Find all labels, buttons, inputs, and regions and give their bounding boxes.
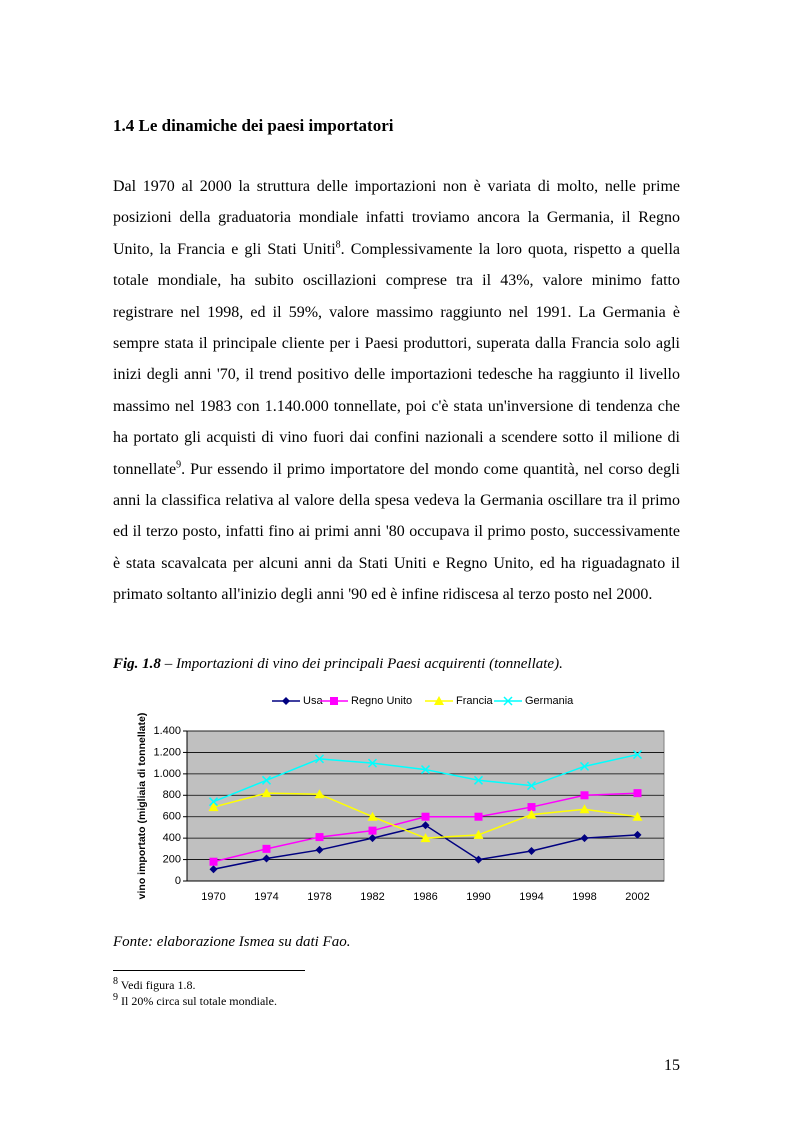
heading: 1.4 Le dinamiche dei paesi importatori	[113, 116, 394, 135]
x-tick-label: 1998	[572, 891, 596, 903]
point	[526, 781, 537, 791]
point	[473, 775, 484, 785]
footnote-number: 8	[113, 976, 118, 987]
point	[421, 821, 430, 830]
page-number: 15	[664, 1057, 680, 1074]
point	[580, 791, 589, 800]
point	[368, 834, 377, 843]
y-tick-label: 600	[163, 811, 181, 823]
legend-marker	[503, 696, 513, 706]
point	[474, 855, 483, 864]
y-tick-label: 1.400	[153, 725, 181, 737]
point	[209, 865, 218, 874]
footnote-text: Vedi figura 1.8.	[120, 978, 196, 992]
x-tick-label: 1986	[413, 891, 437, 903]
point	[527, 803, 536, 812]
caption-label: Fig. 1.8	[113, 656, 161, 672]
legend-marker	[282, 697, 290, 705]
x-tick-label: 1974	[254, 891, 278, 903]
x-tick-label: 1994	[519, 891, 543, 903]
y-tick-label: 800	[163, 789, 181, 801]
point	[579, 761, 590, 771]
footnote-number: 9	[113, 992, 118, 1003]
point	[632, 811, 643, 821]
footnote-rule	[113, 970, 305, 971]
source: Fonte: elaborazione Ismea su dati Fao.	[113, 934, 351, 950]
point	[367, 758, 378, 768]
point	[526, 809, 537, 819]
point	[580, 834, 589, 843]
chart-body: vino importato (migliaia di tonnellate) …	[136, 695, 665, 903]
legend-marker	[434, 696, 444, 705]
point	[367, 811, 378, 821]
footnote: 9 Il 20% circa sul totale mondiale.	[113, 992, 277, 1009]
point	[420, 833, 431, 843]
point	[208, 802, 219, 812]
caption-text: – Importazioni di vino dei principali Pa…	[160, 656, 563, 672]
text: . Complessivamente la loro quota, rispet…	[113, 240, 681, 478]
y-axis-label: vino importato (migliaia di tonnellate)	[136, 713, 148, 900]
point	[315, 845, 324, 854]
point	[262, 844, 271, 853]
point	[633, 830, 642, 839]
paragraph: Dal 1970 al 2000 la struttura delle impo…	[113, 171, 680, 611]
x-tick-label: 1978	[307, 891, 331, 903]
point	[209, 857, 218, 866]
figure-caption: Fig. 1.8 – Importazioni di vino dei prin…	[113, 656, 563, 673]
x-tick-label: 2002	[625, 891, 649, 903]
point	[527, 847, 536, 855]
y-tick-label: 1.000	[153, 768, 181, 780]
text: Dal 1970 al 2000 la struttura delle impo…	[113, 178, 680, 258]
text: . Pur essendo il primo importatore del m…	[113, 460, 680, 604]
point	[579, 804, 590, 814]
point	[261, 788, 272, 798]
point	[474, 812, 483, 821]
point	[261, 775, 272, 785]
point	[262, 854, 271, 863]
footnote: 8 Vedi figura 1.8.	[113, 976, 196, 993]
point	[368, 826, 377, 835]
footnote-ref: 8	[335, 239, 341, 251]
point	[420, 765, 431, 775]
y-tick-label: 400	[163, 832, 181, 844]
legend-label: Usa	[303, 695, 323, 707]
x-tick-label: 1970	[201, 891, 225, 903]
point	[632, 750, 643, 760]
footnote-ref: 9	[176, 459, 182, 471]
y-tick-label: 1.200	[153, 746, 181, 758]
point	[421, 812, 430, 821]
point	[315, 833, 324, 842]
x-tick-label: 1990	[466, 891, 490, 903]
y-tick-label: 200	[163, 853, 181, 865]
x-tick-label: 1982	[360, 891, 384, 903]
plot-area	[186, 730, 665, 882]
y-tick-label: 0	[175, 875, 181, 887]
point	[473, 829, 484, 839]
legend-label: Regno Unito	[351, 695, 412, 707]
chart: vino importato (migliaia di tonnellate) …	[136, 695, 665, 903]
point	[314, 789, 325, 799]
point	[314, 754, 325, 764]
point	[633, 789, 642, 798]
legend-label: Germania	[525, 695, 574, 707]
footnote-text: Il 20% circa sul totale mondiale.	[121, 994, 277, 1008]
legend-label: Francia	[456, 695, 494, 707]
legend-marker	[330, 697, 338, 705]
point	[208, 797, 219, 807]
